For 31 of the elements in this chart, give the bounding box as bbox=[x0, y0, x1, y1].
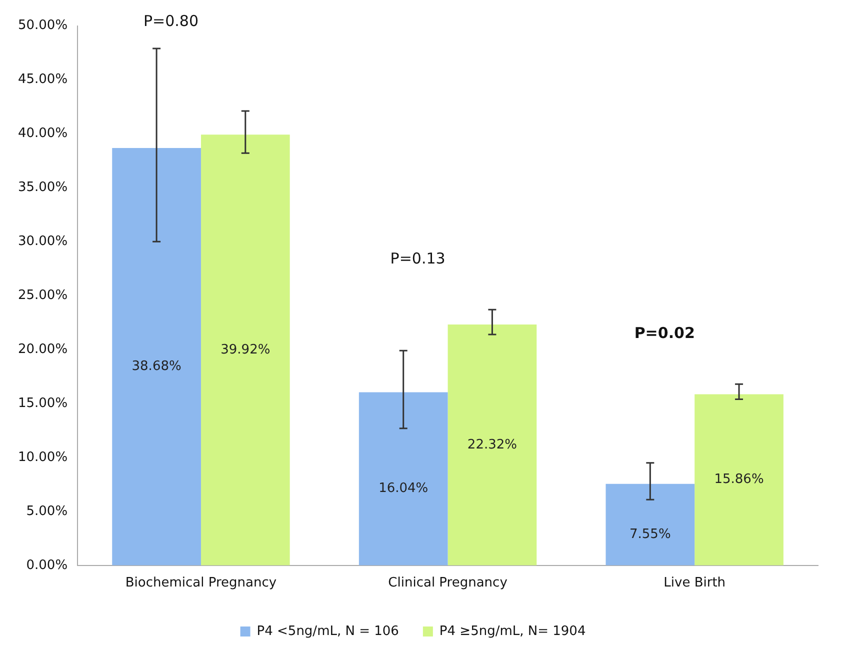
y-tick-label: 40.00% bbox=[18, 126, 68, 142]
bar bbox=[606, 484, 695, 566]
data-label: 22.32% bbox=[467, 437, 517, 452]
y-tick-label: 50.00% bbox=[18, 18, 68, 34]
y-tick-label: 0.00% bbox=[26, 558, 68, 573]
bar bbox=[112, 148, 201, 566]
x-tick-label: Live Birth bbox=[664, 576, 726, 591]
bar bbox=[448, 324, 537, 566]
data-label: 7.55% bbox=[630, 527, 671, 542]
annotation: P=0.13 bbox=[390, 250, 446, 268]
y-tick-label: 25.00% bbox=[18, 288, 68, 303]
y-tick-label: 20.00% bbox=[18, 342, 68, 357]
annotation: P=0.80 bbox=[143, 12, 198, 30]
y-tick-label: 10.00% bbox=[18, 450, 68, 465]
data-label: 15.86% bbox=[714, 472, 764, 488]
data-label: 39.92% bbox=[220, 342, 270, 358]
x-tick-label: Clinical Pregnancy bbox=[388, 576, 508, 591]
annotation: P=0.02 bbox=[634, 324, 695, 342]
legend-label: P4 ≥5ng/mL, N= 1904 bbox=[439, 624, 586, 639]
y-tick-label: 35.00% bbox=[18, 180, 68, 196]
data-label: 38.68% bbox=[132, 359, 182, 374]
x-tick-label: Biochemical Pregnancy bbox=[125, 576, 277, 591]
y-tick-label: 5.00% bbox=[26, 504, 68, 519]
data-label: 16.04% bbox=[378, 481, 428, 496]
bar bbox=[200, 134, 290, 566]
bar bbox=[694, 394, 784, 566]
y-tick-label: 15.00% bbox=[18, 396, 68, 411]
y-tick-label: 30.00% bbox=[18, 234, 68, 250]
bar bbox=[358, 392, 448, 566]
legend-label: P4 <5ng/mL, N = 106 bbox=[256, 624, 399, 639]
y-tick-label: 45.00% bbox=[18, 72, 68, 88]
